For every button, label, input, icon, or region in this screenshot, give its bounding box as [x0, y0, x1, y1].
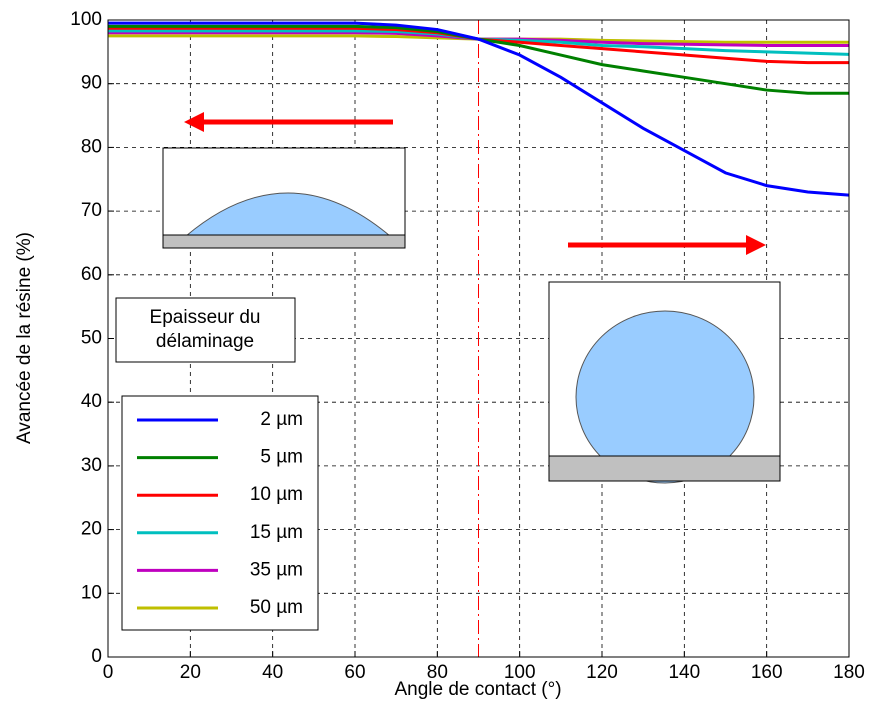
- y-tick-label: 0: [91, 646, 102, 667]
- y-tick-label: 70: [81, 200, 102, 221]
- legend-label: 35 µm: [250, 559, 303, 580]
- legend-title: délaminage: [156, 331, 254, 352]
- x-tick-label: 0: [103, 662, 114, 683]
- x-tick-label: 160: [751, 662, 783, 683]
- y-tick-label: 80: [81, 136, 102, 157]
- y-tick-label: 20: [81, 519, 102, 540]
- x-tick-label: 60: [344, 662, 365, 683]
- legend-box: [121, 395, 319, 631]
- x-tick-label: 20: [180, 662, 201, 683]
- y-tick-label: 30: [81, 455, 102, 476]
- y-tick-label: 90: [81, 73, 102, 94]
- x-axis-label: Angle de contact (°): [394, 679, 561, 700]
- legend-title: Epaisseur du: [150, 307, 261, 328]
- y-tick-label: 40: [81, 391, 102, 412]
- legend-title-box: [115, 297, 296, 363]
- legend-label: 50 µm: [250, 597, 303, 618]
- inset-low-angle: [162, 147, 406, 249]
- x-tick-label: 80: [427, 662, 448, 683]
- legend-label: 2 µm: [260, 409, 303, 430]
- y-tick-label: 60: [81, 264, 102, 285]
- series-line: [108, 21, 850, 197]
- legend-label: 10 µm: [250, 484, 303, 505]
- y-tick-label: 10: [81, 582, 102, 603]
- legend-label: 15 µm: [250, 522, 303, 543]
- x-tick-label: 120: [586, 662, 618, 683]
- x-tick-label: 140: [668, 662, 700, 683]
- x-tick-label: 40: [262, 662, 283, 683]
- y-tick-label: 50: [81, 328, 102, 349]
- inset-high-angle: [548, 281, 781, 484]
- y-axis-label: Avancée de la résine (%): [14, 232, 35, 444]
- legend-label: 5 µm: [260, 447, 303, 468]
- y-tick-label: 100: [70, 9, 102, 30]
- x-tick-label: 180: [833, 662, 865, 683]
- x-tick-label: 100: [504, 662, 536, 683]
